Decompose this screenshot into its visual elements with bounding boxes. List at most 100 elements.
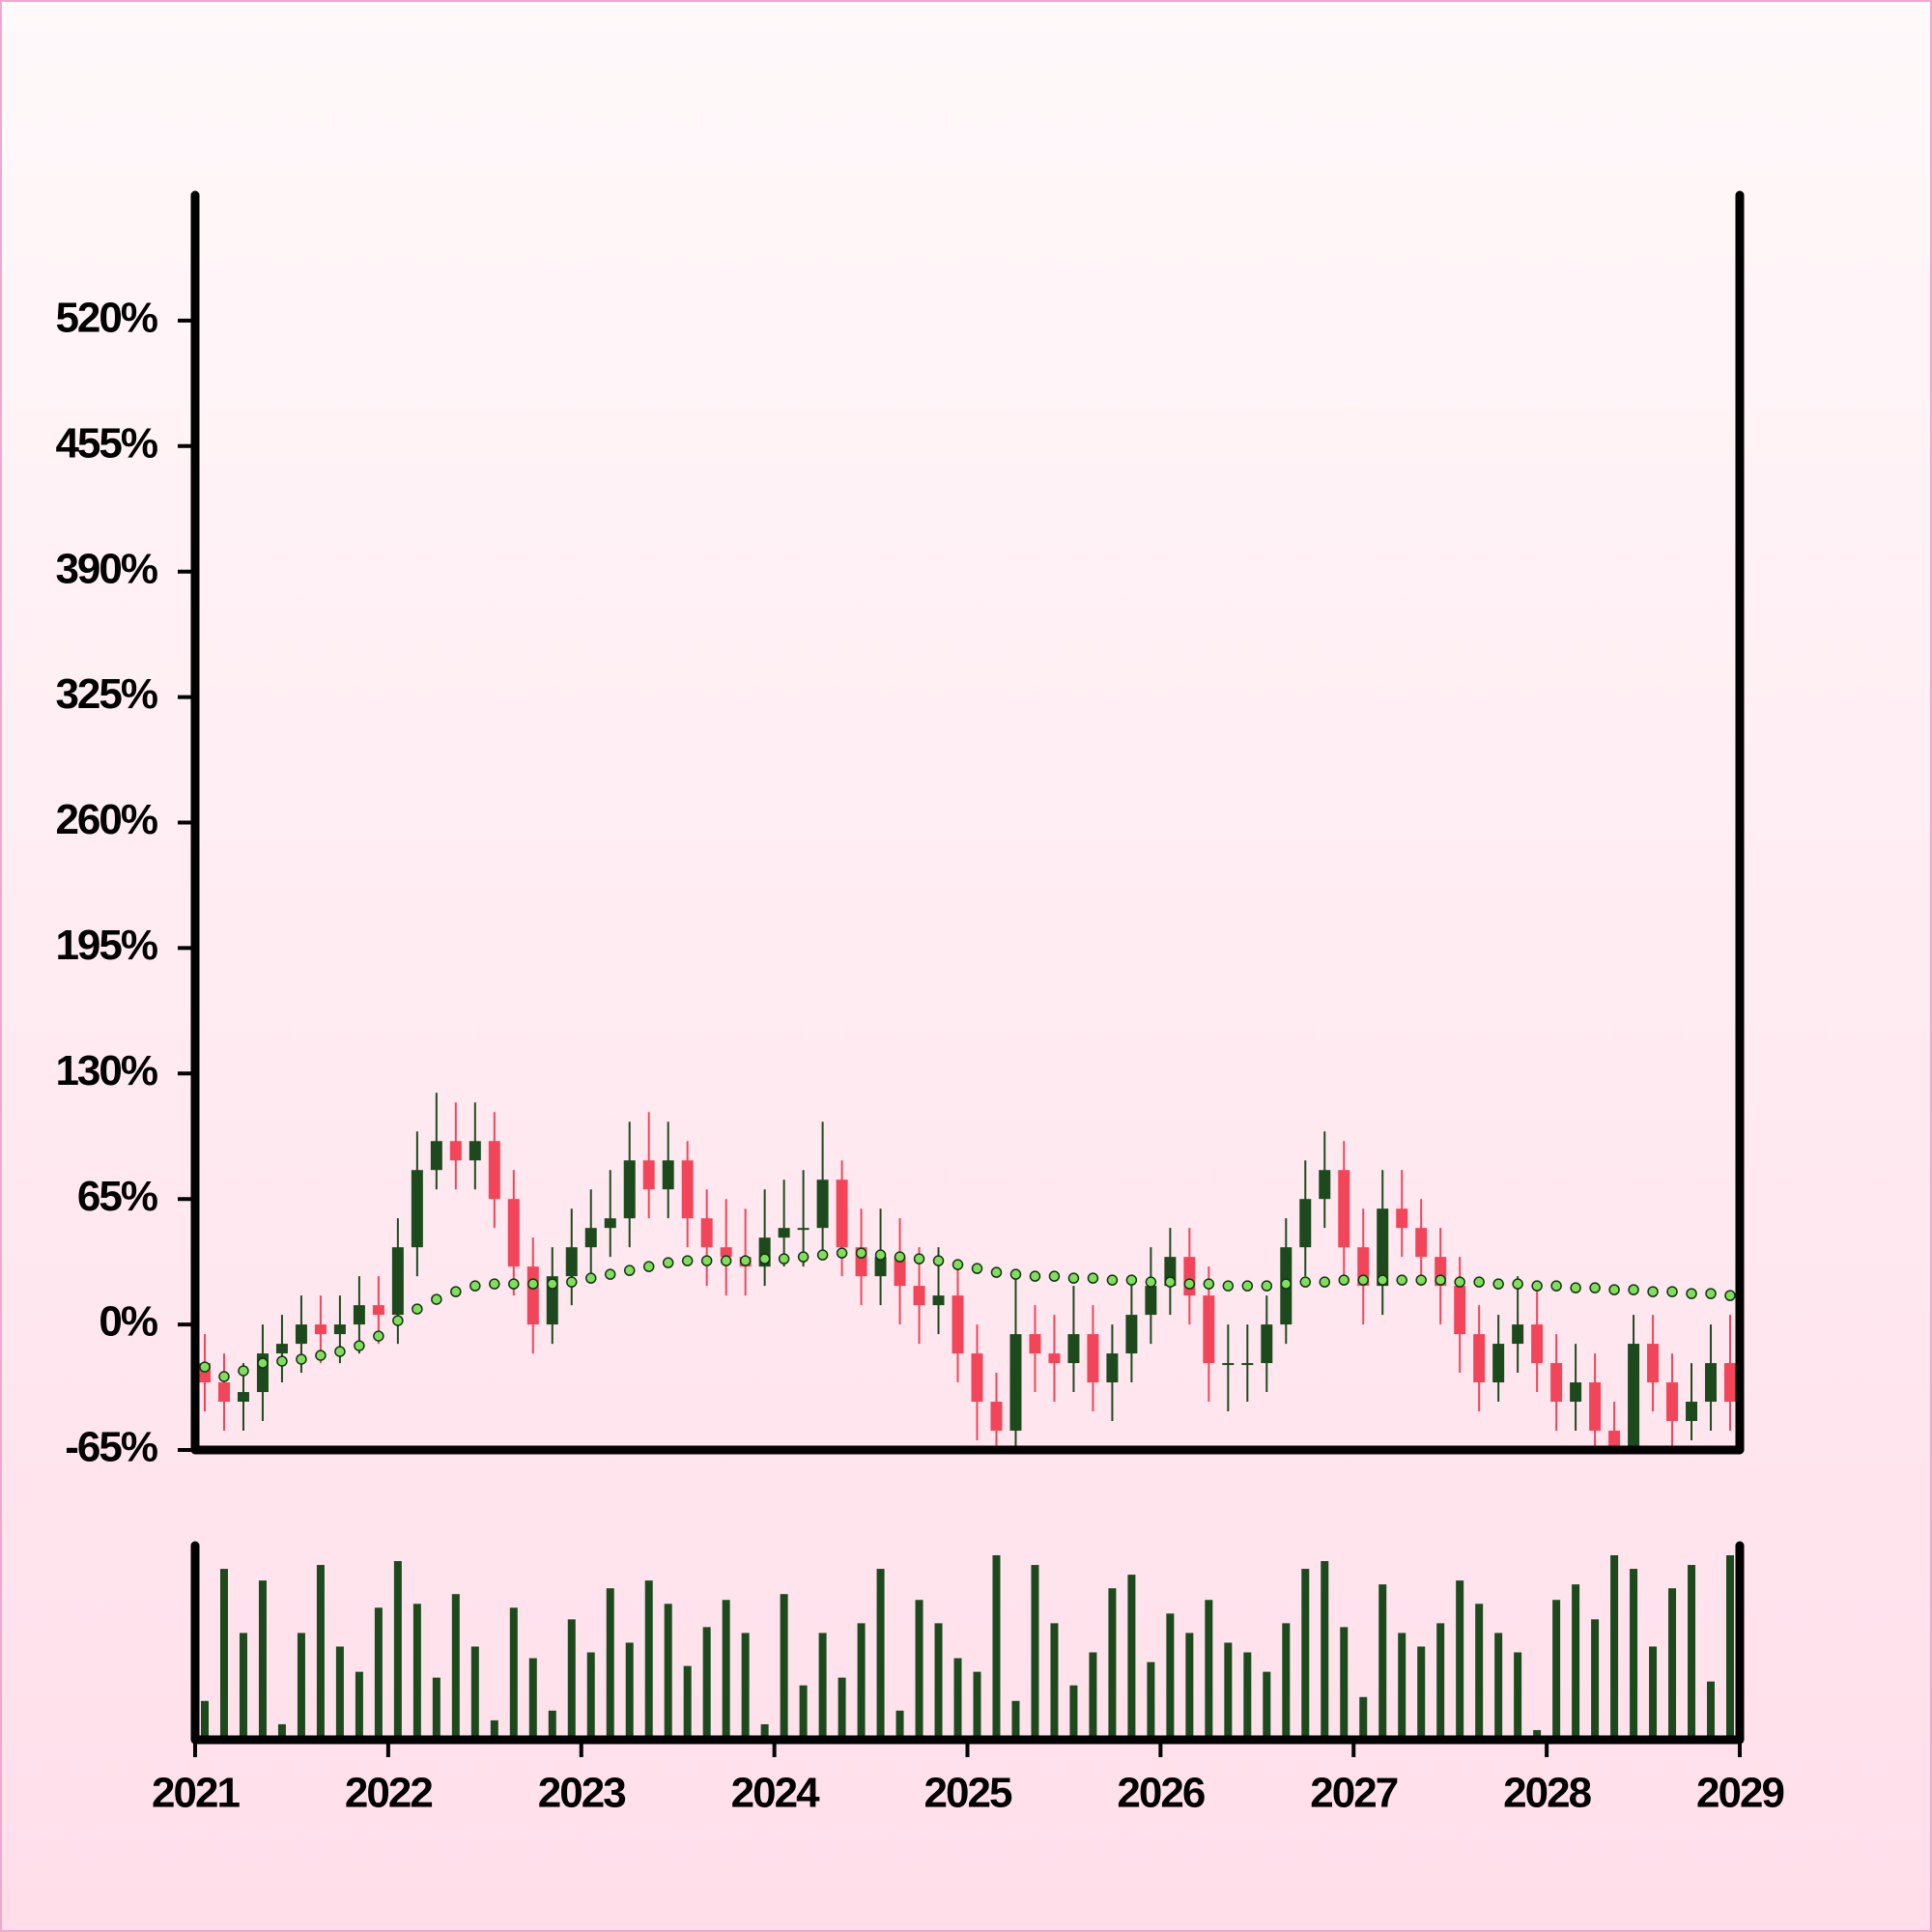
candle-body	[1087, 1334, 1099, 1383]
volume-bar	[741, 1633, 750, 1740]
candle-body	[1241, 1363, 1254, 1366]
moving-average-dot	[1492, 1278, 1504, 1290]
candle-body	[1106, 1353, 1119, 1383]
volume-bar	[1494, 1633, 1503, 1740]
volume-bar	[1224, 1642, 1233, 1740]
moving-average-dot	[199, 1361, 211, 1373]
x-tick-label: 2026	[1117, 1770, 1204, 1817]
candle-body	[1415, 1228, 1428, 1258]
volume-bar	[1533, 1729, 1542, 1740]
candle-body	[1377, 1208, 1389, 1287]
moving-average-dot	[566, 1276, 578, 1288]
moving-average-dot	[412, 1303, 423, 1315]
candle-body	[700, 1218, 713, 1248]
volume-bar	[451, 1594, 460, 1740]
volume-bar	[1436, 1623, 1445, 1740]
candle-body	[836, 1179, 848, 1248]
candle-body	[217, 1382, 230, 1403]
volume-bar	[1688, 1565, 1696, 1740]
moving-average-dot	[1106, 1274, 1119, 1286]
volume-bar	[876, 1569, 885, 1740]
candle-body	[1299, 1199, 1312, 1248]
volume-bar	[838, 1677, 846, 1740]
moving-average-dot	[700, 1255, 713, 1266]
volume-bar	[1552, 1600, 1561, 1740]
volume-bar	[1668, 1588, 1677, 1740]
candle-body	[1029, 1334, 1041, 1354]
price-frame	[190, 190, 1745, 1455]
volume-bar	[374, 1607, 383, 1740]
volume-bar	[1108, 1588, 1117, 1740]
x-tick-label: 2023	[538, 1770, 625, 1817]
candle-body	[469, 1141, 481, 1161]
moving-average-dot	[315, 1350, 327, 1361]
candle-body	[604, 1218, 616, 1229]
candle-body	[990, 1402, 1003, 1432]
y-tick-label: 325%	[55, 670, 156, 718]
volume-bar	[1572, 1584, 1580, 1740]
volume-bar	[857, 1623, 866, 1740]
moving-average-dot	[1048, 1270, 1061, 1282]
candle-body	[1396, 1208, 1408, 1229]
candle-body	[1705, 1363, 1718, 1403]
volume-bar	[1243, 1652, 1252, 1740]
candle-body	[1009, 1334, 1022, 1432]
y-tick-label: 455%	[55, 419, 156, 467]
candle-body	[1589, 1382, 1602, 1432]
volume-bar	[1185, 1633, 1194, 1740]
candle-body	[295, 1324, 307, 1345]
moving-average-dot	[739, 1255, 752, 1266]
candle-body	[1222, 1363, 1235, 1366]
volume-bar	[1610, 1555, 1619, 1740]
volume-bar	[799, 1685, 808, 1740]
volume-bar	[1359, 1696, 1368, 1740]
moving-average-dot	[1067, 1272, 1080, 1284]
volume-bar	[432, 1677, 440, 1740]
moving-average-dot	[990, 1266, 1003, 1278]
candle-body	[778, 1228, 790, 1238]
x-tick-label: 2025	[924, 1770, 1012, 1817]
moving-average-dot	[1377, 1274, 1388, 1286]
volume-bar	[1147, 1662, 1155, 1740]
moving-average-dot	[1415, 1274, 1427, 1286]
volume-bar	[1456, 1580, 1464, 1740]
candle-body	[758, 1237, 771, 1267]
candle-body	[1319, 1170, 1331, 1200]
volume-bar	[548, 1710, 556, 1740]
candle-body	[1666, 1382, 1679, 1422]
candle-body	[855, 1247, 867, 1277]
candle-body	[797, 1228, 810, 1231]
moving-average-dot	[431, 1293, 442, 1305]
candle-body	[430, 1141, 442, 1171]
candle-body	[1608, 1431, 1621, 1450]
candle-body	[681, 1160, 694, 1219]
moving-average-dot	[373, 1330, 384, 1342]
volume-bar	[1050, 1623, 1059, 1740]
candle-body	[971, 1353, 983, 1403]
moving-average-dot	[1222, 1280, 1235, 1292]
x-tick-label: 2029	[1696, 1770, 1783, 1817]
volume-bar	[1301, 1569, 1310, 1740]
moving-average-dot	[1512, 1278, 1523, 1290]
moving-average-dot	[354, 1340, 365, 1351]
moving-average-dot	[469, 1280, 481, 1292]
moving-average-dot	[1261, 1280, 1273, 1292]
moving-average-dot	[1647, 1286, 1659, 1297]
volume-bar	[567, 1619, 576, 1740]
volume-bar	[1263, 1671, 1271, 1740]
candle-body	[913, 1286, 925, 1306]
candle-body	[565, 1247, 578, 1277]
candle-body	[894, 1257, 906, 1287]
candle-body	[584, 1228, 597, 1248]
candle-body	[507, 1199, 520, 1267]
volume-bar	[1069, 1685, 1078, 1740]
moving-average-dot	[1299, 1276, 1312, 1288]
volume-bar	[335, 1646, 344, 1740]
volume-bar	[393, 1561, 402, 1740]
candle-body	[932, 1295, 945, 1306]
candle-body	[546, 1276, 558, 1325]
volume-bar	[219, 1569, 228, 1740]
y-tick-label: 390%	[55, 545, 156, 592]
y-tick-label: 195%	[55, 922, 156, 969]
moving-average-dot	[489, 1278, 500, 1290]
